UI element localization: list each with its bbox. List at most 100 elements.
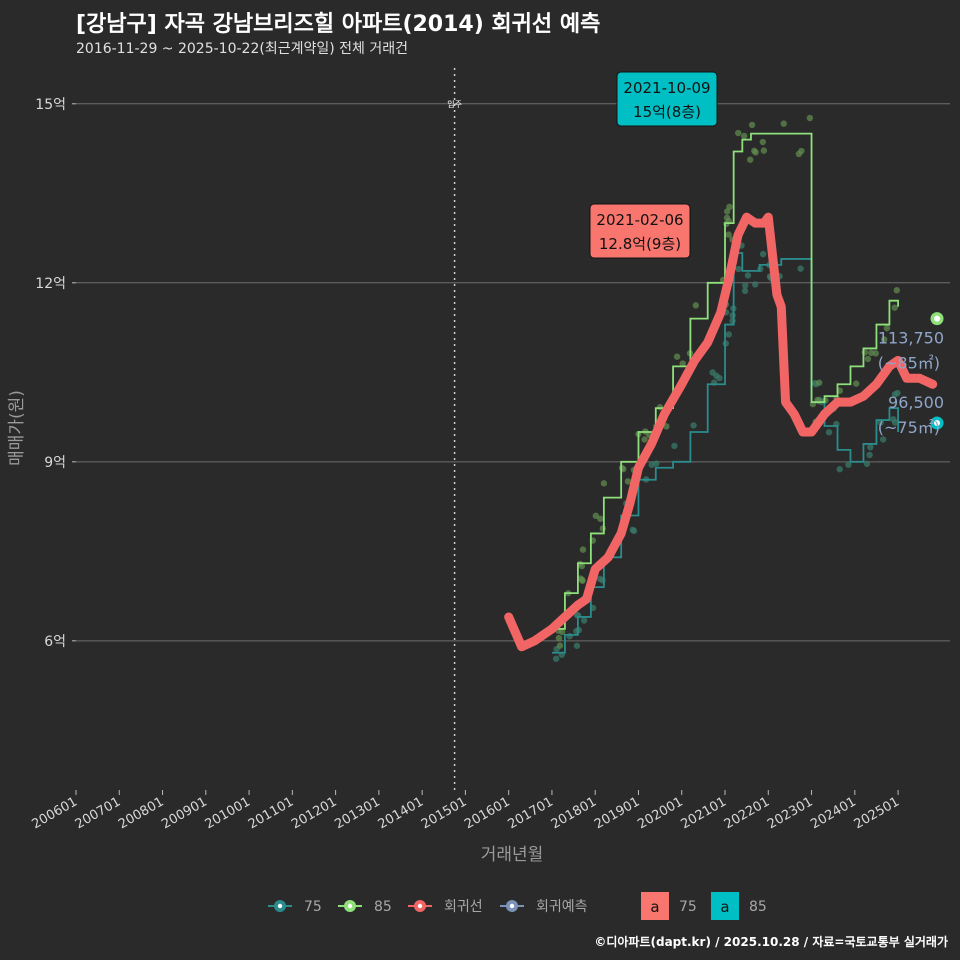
transaction-point	[867, 443, 874, 451]
transaction-point	[599, 525, 607, 532]
x-tick-label: 202101	[679, 794, 729, 832]
transaction-point	[578, 576, 586, 584]
x-tick-label: 202501	[852, 794, 902, 832]
highlight-box	[589, 203, 691, 259]
x-tick-label: 202301	[765, 794, 815, 832]
label-layer: 입주 113,750 (~85㎡) 96,500 (~75㎡) 2021-10-09 15억…	[447, 71, 944, 437]
legend-key-center	[509, 903, 515, 909]
transaction-point	[880, 336, 888, 343]
transaction-point	[735, 265, 742, 273]
transaction-point	[671, 442, 678, 450]
transaction-point	[877, 419, 884, 426]
move-in-label: 입주	[447, 100, 462, 109]
transaction-point	[891, 304, 898, 311]
x-tick-label: 201201	[289, 794, 339, 832]
transaction-point	[713, 372, 720, 379]
transaction-point	[759, 138, 767, 146]
transaction-point	[825, 429, 833, 436]
x-tick-label: 202201	[722, 794, 772, 832]
transaction-point	[806, 114, 814, 122]
legend-key-center	[347, 903, 353, 909]
transaction-point	[752, 149, 759, 156]
highlight-date: 2021-02-06	[596, 211, 683, 229]
highlight-date: 2021-10-09	[623, 79, 710, 97]
series-layer	[504, 132, 944, 654]
end-label-value: 96,500	[888, 393, 944, 412]
highlight-box	[616, 71, 718, 127]
forecast-point-center	[934, 315, 941, 322]
transaction-point	[815, 379, 823, 386]
legend-label-text: 85	[749, 899, 767, 915]
legend-label-glyph: a	[650, 898, 659, 916]
transaction-point	[673, 353, 681, 360]
legend-label: 회귀선	[444, 899, 483, 915]
transaction-point	[891, 391, 899, 398]
x-tick-label: 202001	[635, 794, 685, 832]
transaction-point	[556, 642, 564, 649]
transaction-point	[751, 281, 759, 288]
transaction-point	[879, 436, 887, 443]
legend-label-swatch	[711, 892, 739, 920]
transaction-point	[597, 515, 604, 522]
x-tick-label: 201501	[419, 794, 469, 832]
transaction-point	[797, 265, 804, 272]
legend-key-center	[277, 903, 283, 909]
x-tick-label: 201301	[332, 794, 382, 832]
x-tick-label: 201101	[246, 794, 296, 832]
transaction-point	[723, 208, 731, 215]
transaction-point	[798, 147, 805, 155]
transaction-point	[579, 546, 587, 553]
x-tick-label: 201901	[592, 794, 642, 832]
y-tick-label: 15억	[35, 97, 66, 113]
transaction-point	[864, 355, 872, 363]
transaction-point	[866, 451, 873, 459]
y-tick-label: 9억	[44, 455, 66, 471]
transaction-point	[729, 317, 736, 325]
transaction-point	[679, 360, 686, 367]
transaction-point	[747, 156, 754, 163]
grid-layer	[76, 68, 950, 790]
transaction-point	[630, 527, 638, 535]
transaction-point	[725, 331, 733, 338]
transaction-point	[552, 655, 560, 662]
x-tick-label: 202401	[808, 794, 858, 832]
legend-label: 85	[374, 899, 392, 915]
transaction-point	[729, 312, 736, 319]
transaction-point	[872, 350, 879, 357]
x-tick-label: 201801	[549, 794, 599, 832]
x-tick-label: 200701	[73, 794, 123, 832]
transaction-point	[599, 577, 606, 584]
credit-text: ©디아파트(dapt.kr) / 2025.10.28 / 자료=국토교통부 실…	[594, 935, 948, 949]
transaction-point	[883, 325, 891, 332]
transaction-point	[815, 397, 822, 405]
y-tick-label: 6억	[44, 634, 66, 650]
y-tick-label: 12억	[35, 276, 66, 292]
series-85-line	[551, 132, 899, 630]
transaction-point	[748, 121, 756, 129]
transaction-point	[836, 466, 843, 473]
transaction-point	[558, 628, 566, 636]
legend-label-swatch	[641, 892, 669, 920]
x-tick-label: 200901	[159, 794, 209, 832]
transaction-point	[780, 120, 787, 127]
highlight-price: 12.8억(9층)	[599, 235, 681, 253]
end-label-value: 113,750	[878, 329, 944, 348]
scatter-layer	[552, 114, 901, 662]
transaction-point	[725, 231, 732, 238]
transaction-point	[760, 147, 768, 154]
x-tick-label: 201601	[462, 794, 512, 832]
transaction-point	[692, 302, 700, 309]
transaction-point	[741, 287, 749, 295]
x-axis-title: 거래년월	[481, 845, 544, 865]
x-tick-label: 201401	[376, 794, 426, 832]
transaction-point	[891, 419, 899, 426]
highlight-price: 15억(8층)	[633, 103, 701, 121]
chart-title: [강남구] 자곡 강남브리즈힐 아파트(2014) 회귀선 예측	[76, 12, 601, 37]
transaction-point	[893, 287, 900, 294]
end-label-area: (~85㎡)	[878, 354, 940, 373]
transaction-point	[600, 480, 608, 487]
x-tick-label: 201001	[203, 794, 253, 832]
chart-subtitle: 2016-11-29 ~ 2025-10-22(최근계약일) 전체 거래건	[76, 41, 408, 57]
transaction-point	[641, 436, 648, 443]
